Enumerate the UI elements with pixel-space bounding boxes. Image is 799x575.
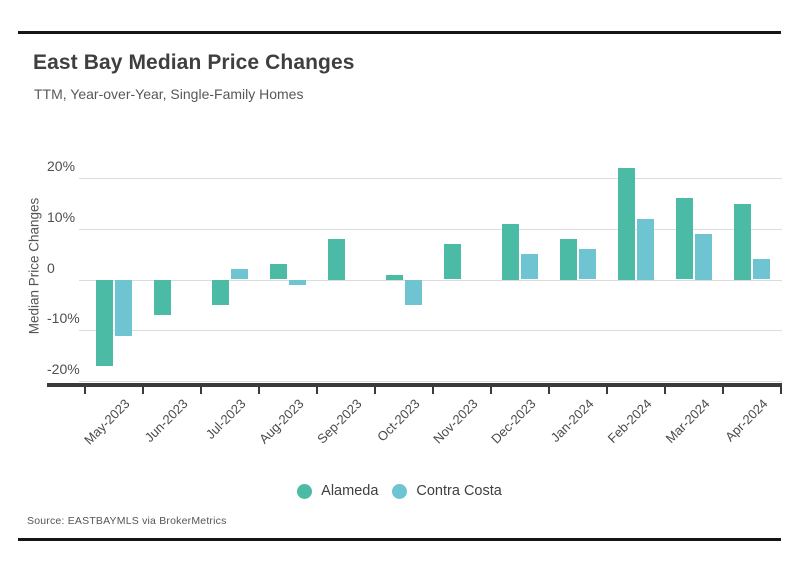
x-axis-tick <box>374 387 376 394</box>
top-rule <box>18 31 781 34</box>
bar-alameda-sep-2023 <box>328 239 345 280</box>
bar-alameda-jul-2023 <box>212 280 229 305</box>
y-axis-title: Median Price Changes <box>26 197 42 335</box>
gridline--10% <box>79 330 782 331</box>
bar-contra-costa-jan-2024 <box>579 249 596 279</box>
legend-label-contra-costa: Contra Costa <box>416 483 502 499</box>
bar-contra-costa-oct-2023 <box>405 280 422 305</box>
x-axis-tick <box>722 387 724 394</box>
gridline--20% <box>79 381 782 382</box>
bar-alameda-mar-2024 <box>676 198 693 279</box>
chart-subtitle: TTM, Year-over-Year, Single-Family Homes <box>34 86 304 102</box>
bar-contra-costa-aug-2023 <box>289 280 306 285</box>
x-axis-tick <box>780 387 782 394</box>
bar-alameda-jun-2023 <box>154 280 171 315</box>
alameda-swatch-icon <box>297 483 313 499</box>
bar-contra-costa-feb-2024 <box>637 219 654 280</box>
legend: Alameda Contra Costa <box>0 483 799 499</box>
gridline-10% <box>79 229 782 230</box>
x-axis-tick <box>548 387 550 394</box>
x-axis-tick <box>84 387 86 394</box>
x-axis-tick <box>606 387 608 394</box>
bar-contra-costa-mar-2024 <box>695 234 712 280</box>
bar-contra-costa-may-2023 <box>115 280 132 336</box>
bar-alameda-oct-2023 <box>386 275 403 280</box>
x-axis-tick <box>258 387 260 394</box>
x-axis-tick <box>142 387 144 394</box>
gridline-0 <box>79 280 782 281</box>
x-axis-tick <box>490 387 492 394</box>
bar-contra-costa-apr-2024 <box>753 259 770 279</box>
x-axis-tick <box>316 387 318 394</box>
x-axis-tick <box>432 387 434 394</box>
bar-contra-costa-dec-2023 <box>521 254 538 279</box>
bar-alameda-feb-2024 <box>618 168 635 280</box>
x-axis-line <box>47 383 782 387</box>
y-tick-label: -20% <box>47 361 80 377</box>
legend-item-alameda: Alameda <box>297 483 378 499</box>
bar-contra-costa-jul-2023 <box>231 269 248 279</box>
bar-alameda-jan-2024 <box>560 239 577 280</box>
bar-alameda-aug-2023 <box>270 264 287 279</box>
x-axis-tick <box>664 387 666 394</box>
legend-item-contra-costa: Contra Costa <box>392 483 502 499</box>
y-tick-label: 20% <box>47 158 76 174</box>
y-tick-label: 0 <box>47 260 55 276</box>
x-axis-tick <box>200 387 202 394</box>
bar-alameda-apr-2024 <box>734 204 751 280</box>
bar-alameda-may-2023 <box>96 280 113 366</box>
source-note: Source: EASTBAYMLS via BrokerMetrics <box>27 515 227 527</box>
y-tick-label: 10% <box>47 209 76 225</box>
gridline-20% <box>79 178 782 179</box>
bottom-rule <box>18 538 781 541</box>
contra-costa-swatch-icon <box>392 483 408 499</box>
chart-title: East Bay Median Price Changes <box>33 51 355 74</box>
bar-alameda-nov-2023 <box>444 244 461 279</box>
bar-alameda-dec-2023 <box>502 224 519 280</box>
y-tick-label: -10% <box>47 310 80 326</box>
legend-label-alameda: Alameda <box>321 483 379 499</box>
